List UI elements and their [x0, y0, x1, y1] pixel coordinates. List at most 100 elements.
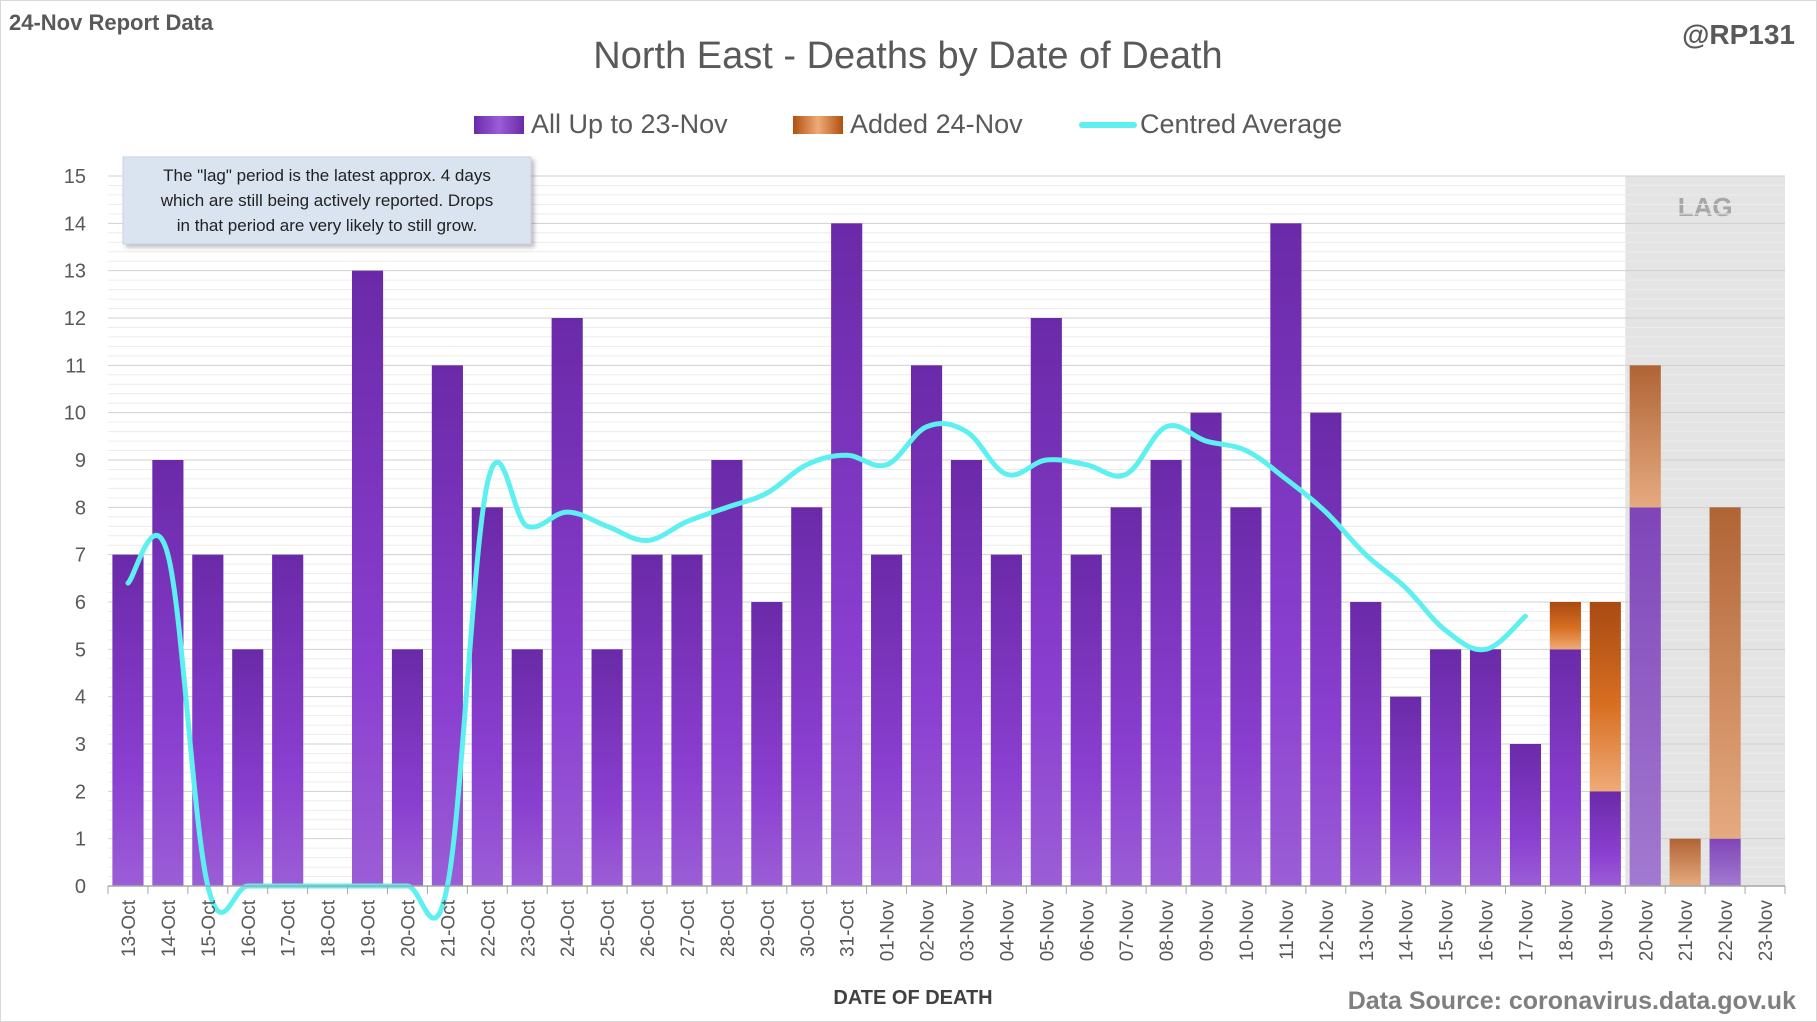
legend-swatch-all — [474, 116, 524, 134]
bar-all-13-Oct — [112, 554, 144, 886]
legend: All Up to 23-Nov Added 24-Nov Centred Av… — [474, 109, 1342, 139]
x-tick-label: 28-Oct — [718, 899, 739, 957]
y-tick-label: 14 — [64, 213, 86, 235]
x-tick-label: 23-Nov — [1756, 900, 1777, 962]
lag-note-box — [122, 156, 532, 245]
y-tick-label: 5 — [75, 639, 86, 661]
x-tick-label: 08-Nov — [1157, 900, 1178, 962]
x-tick-label: 14-Nov — [1397, 900, 1418, 962]
x-tick-label: 11-Nov — [1277, 900, 1298, 960]
y-tick-label: 2 — [75, 781, 86, 803]
x-tick-label: 10-Nov — [1237, 900, 1258, 962]
y-tick-label: 6 — [75, 592, 86, 614]
bar-all-06-Nov — [1070, 554, 1102, 886]
y-tick-label: 12 — [64, 308, 86, 330]
bar-all-15-Nov — [1430, 649, 1462, 886]
x-tick-label: 05-Nov — [1037, 900, 1058, 962]
x-tick-label: 21-Nov — [1676, 900, 1697, 962]
bar-all-09-Nov — [1190, 412, 1222, 886]
bar-series — [112, 223, 1741, 887]
x-tick-label: 15-Oct — [199, 899, 220, 957]
data-source: Data Source: coronavirus.data.gov.uk — [1348, 987, 1796, 1015]
report-label: 24-Nov Report Data — [9, 10, 214, 35]
x-tick-label: 13-Nov — [1357, 900, 1378, 962]
bar-all-11-Nov — [1270, 223, 1302, 887]
x-tick-label: 25-Oct — [598, 899, 619, 957]
bar-all-03-Nov — [950, 460, 983, 886]
x-tick-label: 22-Nov — [1716, 900, 1737, 962]
x-tick-label: 01-Nov — [878, 900, 899, 962]
bar-all-02-Nov — [910, 365, 943, 886]
legend-label-all: All Up to 23-Nov — [531, 109, 728, 139]
bar-all-14-Oct — [152, 460, 184, 886]
bar-all-07-Nov — [1110, 507, 1142, 886]
bar-all-30-Oct — [791, 507, 823, 886]
bar-all-16-Oct — [232, 649, 264, 886]
x-axis-title: DATE OF DEATH — [833, 987, 992, 1009]
bar-added-21-Nov — [1669, 838, 1701, 886]
x-tick-label: 16-Nov — [1477, 900, 1498, 962]
y-tick-label: 8 — [75, 497, 86, 519]
bar-all-19-Oct — [351, 270, 384, 887]
lag-note-line-3: in that period are very likely to still … — [177, 216, 477, 235]
x-tick-label: 30-Oct — [798, 899, 819, 957]
x-tick-label: 17-Nov — [1516, 900, 1537, 962]
x-tick-label: 26-Oct — [638, 899, 659, 957]
bar-all-05-Nov — [1030, 318, 1062, 886]
x-tick-label: 22-Oct — [478, 899, 499, 957]
x-tick-label: 17-Oct — [279, 899, 300, 957]
bar-all-16-Nov — [1469, 649, 1502, 886]
bar-all-17-Oct — [272, 554, 304, 886]
y-tick-label: 11 — [65, 355, 86, 377]
x-tick-label: 07-Nov — [1117, 900, 1138, 962]
bar-all-20-Oct — [391, 649, 424, 886]
bar-all-08-Nov — [1150, 460, 1182, 886]
bar-all-24-Oct — [551, 318, 583, 886]
bar-all-23-Oct — [511, 649, 543, 886]
y-tick-label: 1 — [75, 829, 86, 851]
x-tick-label: 14-Oct — [159, 899, 180, 957]
bar-all-22-Nov — [1709, 838, 1741, 886]
legend-label-added: Added 24-Nov — [850, 109, 1023, 139]
bar-all-15-Oct — [192, 554, 224, 886]
bar-all-14-Nov — [1390, 696, 1422, 886]
x-tick-label: 19-Oct — [359, 899, 380, 957]
x-tick-label: 19-Nov — [1596, 900, 1617, 962]
author-handle: @RP131 — [1682, 19, 1795, 50]
x-tick-label: 13-Oct — [119, 899, 140, 957]
lag-note: The "lag" period is the latest approx. 4… — [122, 156, 532, 245]
y-tick-label: 13 — [64, 261, 86, 283]
x-tick-label: 16-Oct — [239, 899, 260, 957]
y-tick-label: 10 — [64, 403, 86, 425]
chart-title: North East - Deaths by Date of Death — [593, 35, 1222, 77]
x-tick-label: 20-Nov — [1636, 900, 1657, 962]
x-tick-label: 24-Oct — [558, 899, 579, 957]
bar-all-25-Oct — [591, 649, 623, 886]
x-tick-label: 29-Oct — [758, 899, 779, 957]
legend-label-average: Centred Average — [1140, 109, 1342, 139]
x-tick-label: 02-Nov — [918, 900, 939, 962]
x-tick-label: 06-Nov — [1077, 900, 1098, 962]
lag-note-line-2: which are still being actively reported.… — [160, 191, 494, 210]
x-tick-label: 18-Nov — [1556, 900, 1577, 962]
y-tick-label: 0 — [75, 876, 86, 898]
bar-all-13-Nov — [1350, 602, 1382, 886]
bar-all-28-Oct — [711, 460, 743, 886]
bar-all-10-Nov — [1230, 507, 1262, 886]
bar-all-29-Oct — [751, 602, 783, 886]
y-tick-label: 4 — [75, 687, 86, 709]
x-axis: 13-Oct 14-Oct 15-Oct 16-Oct 17-Oct 18-Oct 19-O… — [107, 885, 1786, 962]
x-tick-label: 15-Nov — [1437, 900, 1458, 962]
x-tick-label: 23-Oct — [518, 899, 539, 957]
y-tick-label: 7 — [75, 545, 86, 567]
bar-all-17-Nov — [1509, 744, 1542, 886]
y-tick-label: 15 — [64, 166, 86, 188]
x-tick-label: 18-Oct — [319, 899, 340, 957]
bar-added-18-Nov — [1549, 602, 1581, 650]
x-tick-label: 09-Nov — [1197, 900, 1218, 962]
legend-swatch-added — [793, 116, 843, 134]
x-tick-label: 27-Oct — [678, 899, 699, 957]
bar-all-19-Nov — [1589, 791, 1621, 886]
